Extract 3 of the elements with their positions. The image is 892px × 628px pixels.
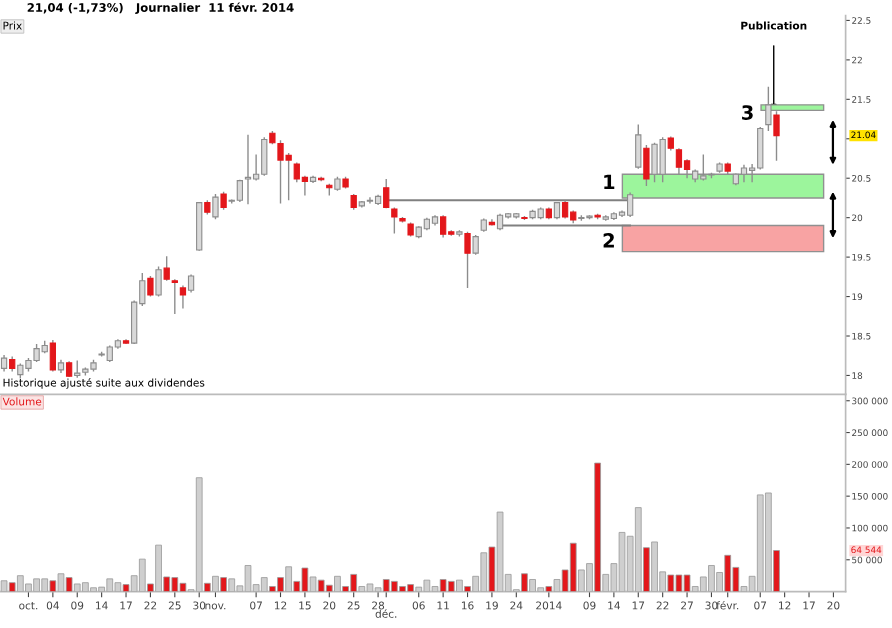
band-label: 3 bbox=[742, 105, 753, 120]
band-label: 2 bbox=[603, 233, 614, 248]
band-label: 1 bbox=[604, 174, 615, 190]
